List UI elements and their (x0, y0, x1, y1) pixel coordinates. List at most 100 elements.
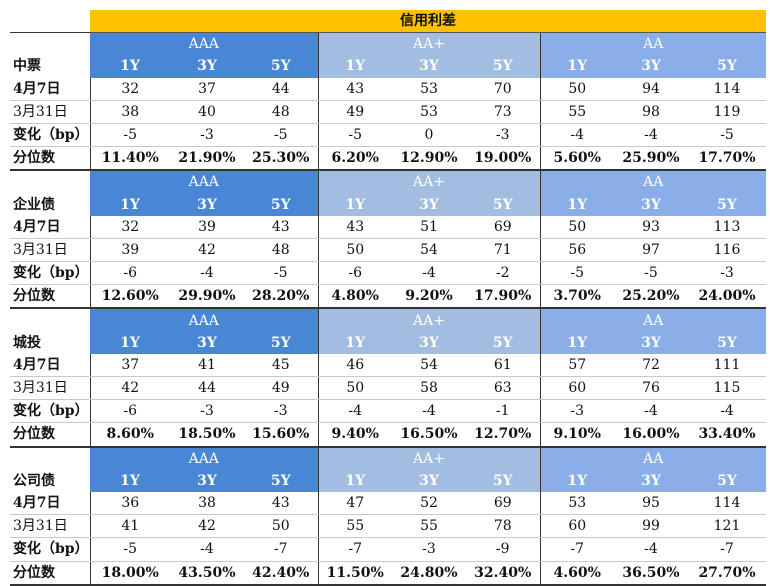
row-label: 3月31日 (10, 238, 90, 263)
table-cell: -3 (244, 399, 318, 424)
table-cell: 60 (539, 514, 614, 539)
tenor-header: 5Y (688, 469, 767, 492)
table-cell: 54 (392, 238, 466, 263)
table-cell: 16.50% (392, 422, 466, 448)
table-cell: -2 (466, 261, 540, 286)
block-label-spacer (10, 446, 90, 470)
table-cell: -3 (539, 399, 614, 424)
table-cell: 12.70% (466, 422, 540, 448)
tenor-header: 5Y (466, 331, 540, 354)
row-label: 4月7日 (10, 353, 90, 377)
rating-group-header: AA (539, 32, 767, 56)
tenor-header-row: 中票 1Y 3Y 5Y 1Y 3Y 5Y 1Y 3Y 5Y (10, 55, 767, 78)
row-change-bp: 变化（bp） -6 -4 -5 -6 -4 -2 -5 -5 -3 (10, 261, 767, 286)
rating-header-row: AAA AA+ AA (10, 307, 767, 332)
row-change-bp: 变化（bp） -5 -4 -7 -7 -3 -9 -7 -4 -7 (10, 537, 767, 562)
credit-spread-table: 信用利差 AAA AA+ AA 中票 1Y 3Y 5Y 1Y 3Y 5Y 1Y 3Y 5Y 4月7日 32 3… (10, 10, 767, 586)
table-cell: 94 (614, 77, 688, 101)
table-cell: 4.80% (317, 284, 392, 310)
table-cell: 41 (89, 514, 170, 539)
table-cell: 38 (89, 100, 170, 124)
table-cell: 55 (392, 514, 466, 539)
rating-group-header: AAA (90, 32, 318, 56)
title-blank-cell (10, 10, 90, 33)
table-cell: -9 (466, 537, 540, 562)
table-cell: 18.50% (170, 422, 244, 448)
block-name: 中票 (10, 55, 90, 78)
row-label: 4月7日 (10, 215, 90, 239)
table-cell: -3 (170, 399, 244, 424)
rating-header-row: AAA AA+ AA (10, 169, 767, 194)
rating-group-header: AA (539, 446, 767, 470)
tenor-header: 3Y (614, 193, 688, 216)
tenor-header-row: 城投 1Y 3Y 5Y 1Y 3Y 5Y 1Y 3Y 5Y (10, 331, 767, 354)
table-cell: 24.80% (392, 561, 466, 586)
table-cell: -5 (89, 123, 170, 148)
tenor-header: 5Y (466, 193, 540, 216)
tenor-header: 5Y (688, 331, 767, 354)
table-cell: 48 (244, 100, 318, 124)
row-percentile: 分位数 11.40% 21.90% 25.30% 6.20% 12.90% 19.00% 5.… (10, 146, 767, 172)
table-cell: 9.20% (392, 284, 466, 310)
table-cell: -4 (392, 261, 466, 286)
tenor-header-row: 企业债 1Y 3Y 5Y 1Y 3Y 5Y 1Y 3Y 5Y (10, 193, 767, 216)
table-cell: 61 (466, 353, 540, 377)
row-date-current: 4月7日 36 38 43 47 52 69 53 95 114 (10, 491, 767, 516)
table-title: 信用利差 (90, 10, 767, 34)
rating-group-header: AA (539, 169, 767, 194)
row-label: 变化（bp） (10, 261, 90, 286)
tenor-header: 3Y (392, 55, 466, 78)
table-cell: 119 (688, 100, 767, 124)
table-cell: 36 (89, 491, 170, 516)
tenor-header-row: 公司债 1Y 3Y 5Y 1Y 3Y 5Y 1Y 3Y 5Y (10, 469, 767, 492)
table-cell: 37 (170, 77, 244, 101)
tenor-header: 3Y (170, 331, 244, 354)
table-cell: 9.40% (317, 422, 392, 448)
table-cell: 44 (170, 376, 244, 401)
row-label: 3月31日 (10, 376, 90, 401)
table-cell: 69 (466, 491, 540, 516)
table-cell: 3.70% (539, 284, 614, 310)
row-percentile: 分位数 8.60% 18.50% 15.60% 9.40% 16.50% 12.70% 9.1… (10, 422, 767, 448)
tenor-header: 3Y (614, 55, 688, 78)
tenor-header: 3Y (170, 193, 244, 216)
table-cell: 99 (614, 514, 688, 539)
table-cell: 16.00% (614, 422, 688, 448)
table-cell: 41 (170, 353, 244, 377)
table-cell: -7 (539, 537, 614, 562)
table-cell: 70 (466, 77, 540, 101)
table-cell: 40 (170, 100, 244, 124)
tenor-header: 5Y (688, 193, 767, 216)
table-cell: 36.50% (614, 561, 688, 586)
table-cell: 57 (539, 353, 614, 377)
table-cell: 46 (317, 353, 392, 377)
table-cell: 21.90% (170, 146, 244, 172)
table-cell: 49 (244, 376, 318, 401)
table-cell: -4 (170, 537, 244, 562)
table-cell: 72 (614, 353, 688, 377)
table-cell: 50 (539, 215, 614, 239)
table-cell: -3 (170, 123, 244, 148)
table-cell: 48 (244, 238, 318, 263)
table-cell: 76 (614, 376, 688, 401)
row-label: 分位数 (10, 422, 90, 448)
table-cell: 9.10% (539, 422, 614, 448)
table-cell: -5 (89, 537, 170, 562)
table-cell: 53 (392, 100, 466, 124)
table-cell: -4 (688, 399, 767, 424)
table-cell: 63 (466, 376, 540, 401)
table-cell: 17.90% (466, 284, 540, 310)
table-cell: 11.50% (317, 561, 392, 586)
tenor-header: 1Y (90, 469, 170, 492)
row-percentile: 分位数 12.60% 29.90% 28.20% 4.80% 9.20% 17.90% 3.7… (10, 284, 767, 310)
table-cell: 45 (244, 353, 318, 377)
table-cell: -5 (688, 123, 767, 148)
table-cell: 78 (466, 514, 540, 539)
tenor-header: 3Y (392, 469, 466, 492)
tenor-header: 3Y (392, 193, 466, 216)
row-date-current: 4月7日 32 37 44 43 53 70 50 94 114 (10, 77, 767, 101)
table-cell: -5 (244, 261, 318, 286)
table-cell: 24.00% (688, 284, 767, 310)
table-cell: 0 (392, 123, 466, 148)
row-date-previous: 3月31日 39 42 48 50 54 71 56 97 116 (10, 238, 767, 263)
